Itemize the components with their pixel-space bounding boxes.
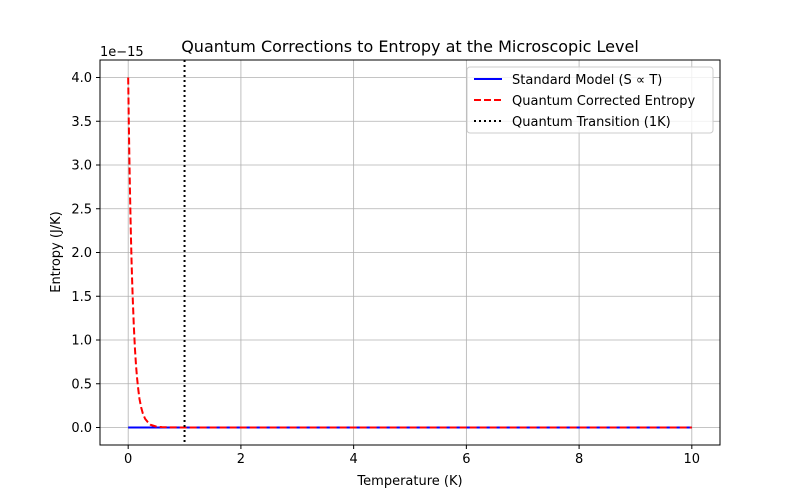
- plot-series: [127, 60, 692, 445]
- legend-label-standard-model: Standard Model (S ∝ T): [512, 73, 662, 88]
- x-tick-label: 4: [349, 452, 357, 467]
- x-tick-label: 6: [462, 452, 470, 467]
- x-tick-label: 0: [124, 452, 132, 467]
- quantum-corrected-entropy-line: [127, 77, 692, 429]
- legend-label-quantum-transition: Quantum Transition (1K): [512, 115, 671, 130]
- legend-box: [466, 66, 714, 134]
- grid-lines: [100, 60, 720, 445]
- y-tick-label: 1.5: [71, 290, 92, 305]
- y-tick-label: 0.5: [71, 377, 92, 392]
- chart-title: Quantum Corrections to Entropy at the Mi…: [181, 37, 639, 56]
- legend: Standard Model (S ∝ T) Quantum Corrected…: [466, 66, 714, 134]
- x-axis-label: Temperature (K): [356, 474, 462, 489]
- x-axis-ticks: 0 2 4 6 8 10: [124, 445, 700, 467]
- y-tick-label: 2.0: [71, 246, 92, 261]
- y-axis-offset-label: 1e−15: [100, 45, 144, 60]
- y-tick-label: 4.0: [71, 71, 92, 86]
- y-axis-ticks: 0.0 0.5 1.0 1.5 2.0 2.5 3.0 3.5 4.0: [71, 71, 100, 436]
- y-tick-label: 3.0: [71, 159, 92, 174]
- y-tick-label: 3.5: [71, 115, 92, 130]
- y-tick-label: 2.5: [71, 202, 92, 217]
- x-tick-label: 10: [684, 452, 701, 467]
- legend-label-quantum-corrected: Quantum Corrected Entropy: [512, 94, 695, 109]
- y-axis-label: Entropy (J/K): [49, 211, 64, 293]
- x-tick-label: 2: [237, 452, 245, 467]
- x-tick-label: 8: [575, 452, 583, 467]
- y-tick-label: 0.0: [71, 421, 92, 436]
- y-tick-label: 1.0: [71, 334, 92, 349]
